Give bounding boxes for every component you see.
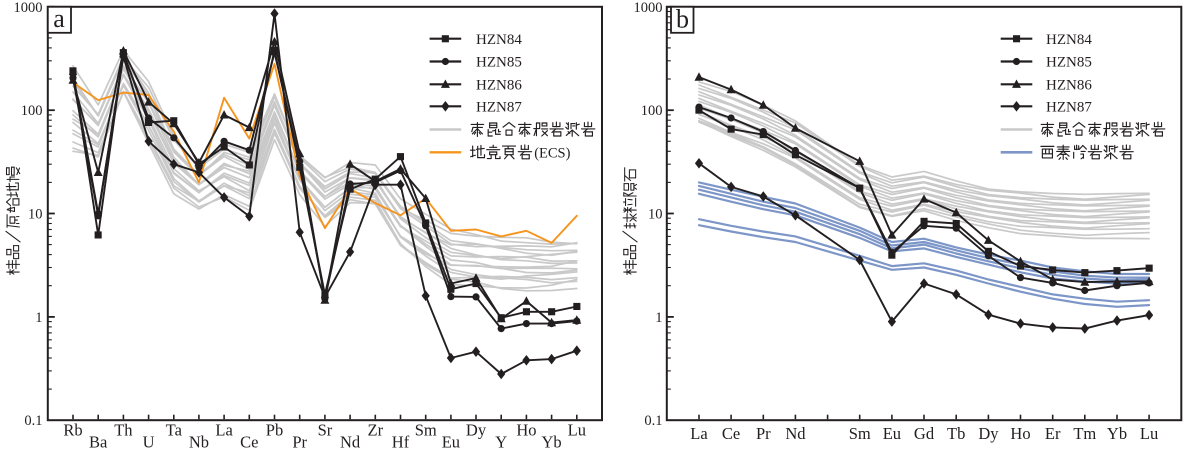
svg-text:Ce: Ce xyxy=(722,424,740,443)
svg-text:Ho: Ho xyxy=(516,421,536,440)
svg-text:1: 1 xyxy=(655,310,662,326)
svg-text:Pr: Pr xyxy=(292,433,307,450)
svg-text:Er: Er xyxy=(1045,424,1061,443)
svg-text:Y: Y xyxy=(495,433,507,450)
svg-text:Ho: Ho xyxy=(1010,424,1030,443)
svg-text:Ta: Ta xyxy=(166,421,183,440)
svg-text:100: 100 xyxy=(21,103,43,119)
svg-text:Hf: Hf xyxy=(392,433,410,450)
svg-text:1000: 1000 xyxy=(634,0,663,16)
svg-text:Sr: Sr xyxy=(318,421,333,440)
svg-text:a: a xyxy=(53,4,65,33)
svg-text:10: 10 xyxy=(28,207,43,223)
svg-text:Yb: Yb xyxy=(1107,424,1127,443)
svg-text:Nb: Nb xyxy=(189,433,209,450)
svg-text:La: La xyxy=(690,424,708,443)
svg-text:Zr: Zr xyxy=(368,421,384,440)
svg-text:b: b xyxy=(676,5,689,34)
svg-text:HZN84: HZN84 xyxy=(1046,32,1092,48)
svg-text:(ECS): (ECS) xyxy=(534,145,570,161)
svg-text:Lu: Lu xyxy=(1140,424,1158,443)
svg-text:0.1: 0.1 xyxy=(644,413,662,429)
svg-text:Gd: Gd xyxy=(914,424,935,443)
svg-text:0.1: 0.1 xyxy=(24,413,42,429)
svg-text:Rb: Rb xyxy=(63,421,82,440)
svg-text:Sm: Sm xyxy=(415,421,437,440)
svg-text:Nd: Nd xyxy=(340,433,361,450)
svg-text:Ba: Ba xyxy=(89,433,108,450)
svg-text:Dy: Dy xyxy=(466,421,487,440)
svg-text:HZN85: HZN85 xyxy=(476,55,522,71)
svg-text:Tm: Tm xyxy=(1073,424,1096,443)
svg-text:100: 100 xyxy=(641,103,663,119)
svg-text:Dy: Dy xyxy=(978,424,999,443)
svg-text:HZN87: HZN87 xyxy=(476,100,522,116)
svg-text:HZN86: HZN86 xyxy=(476,78,522,94)
svg-text:Th: Th xyxy=(114,421,133,440)
svg-text:Tb: Tb xyxy=(947,424,965,443)
svg-text:U: U xyxy=(143,433,155,450)
svg-text:Yb: Yb xyxy=(542,433,562,450)
svg-text:1: 1 xyxy=(35,310,42,326)
svg-text:Pr: Pr xyxy=(756,424,771,443)
svg-text:Eu: Eu xyxy=(883,424,901,443)
svg-text:HZN85: HZN85 xyxy=(1046,55,1092,71)
svg-text:HZN84: HZN84 xyxy=(476,32,522,48)
svg-text:Sm: Sm xyxy=(849,424,871,443)
svg-text:HZN87: HZN87 xyxy=(1046,100,1092,116)
svg-text:HZN86: HZN86 xyxy=(1046,78,1092,94)
svg-text:Pb: Pb xyxy=(266,421,283,440)
svg-text:Lu: Lu xyxy=(568,421,586,440)
svg-text:Nd: Nd xyxy=(785,424,806,443)
svg-text:Eu: Eu xyxy=(442,433,460,450)
svg-text:La: La xyxy=(215,421,233,440)
svg-text:10: 10 xyxy=(648,207,663,223)
svg-text:1000: 1000 xyxy=(14,0,43,16)
svg-text:Ce: Ce xyxy=(240,433,258,450)
